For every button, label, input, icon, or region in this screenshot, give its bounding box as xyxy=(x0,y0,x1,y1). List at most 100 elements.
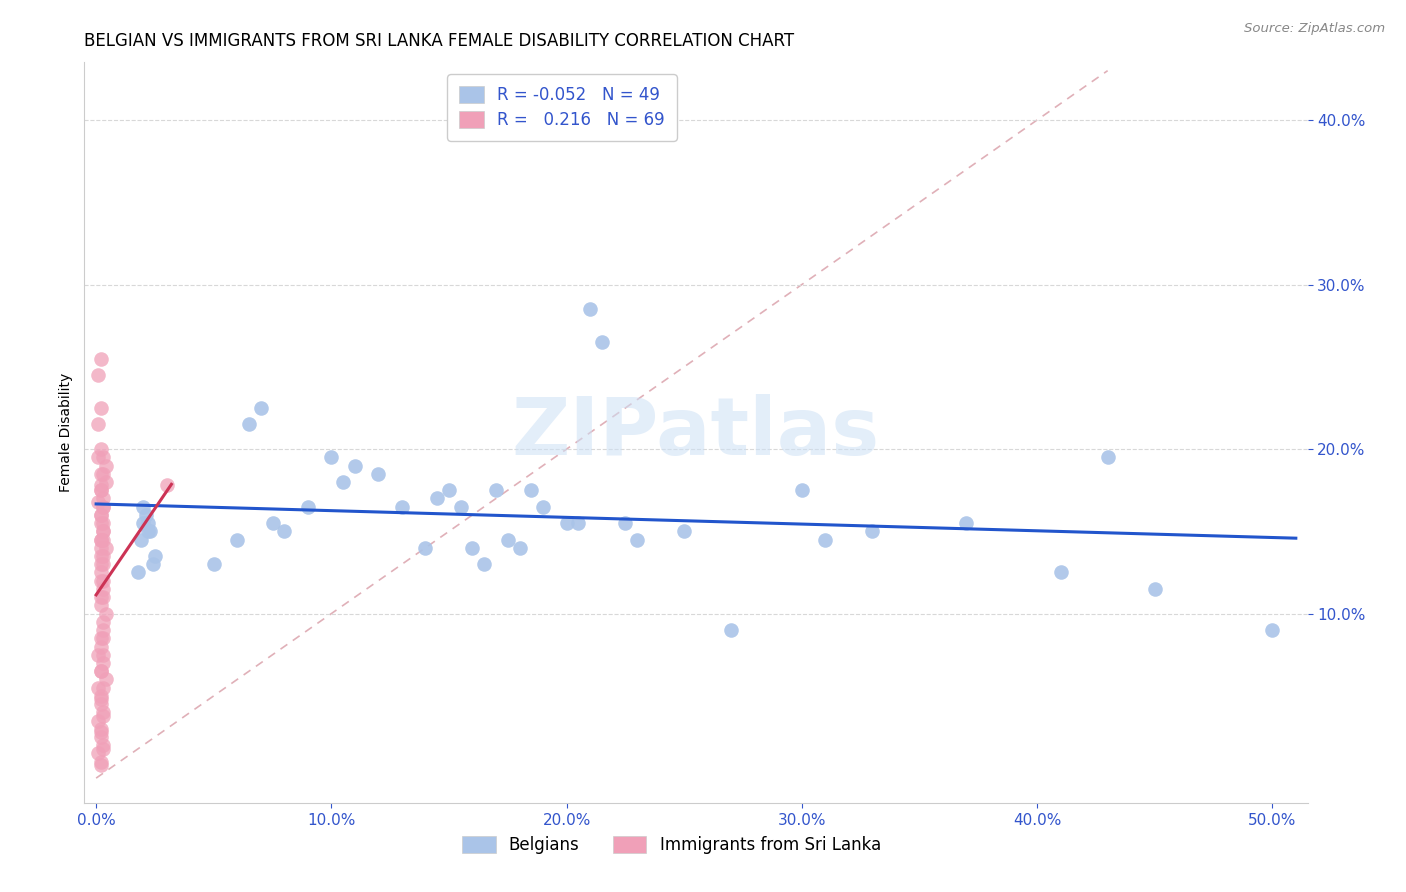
Point xyxy=(94,607,117,621)
Point xyxy=(720,623,742,637)
Point xyxy=(90,558,112,572)
Point xyxy=(87,368,110,382)
Point xyxy=(415,541,437,555)
Point xyxy=(94,458,117,473)
Point xyxy=(567,516,589,530)
Text: ZIPatlas: ZIPatlas xyxy=(512,393,880,472)
Point xyxy=(1143,582,1166,596)
Point xyxy=(450,500,472,514)
Point xyxy=(94,541,117,555)
Y-axis label: Female Disability: Female Disability xyxy=(59,373,73,492)
Point xyxy=(91,524,114,539)
Point xyxy=(90,692,112,706)
Point xyxy=(90,632,112,646)
Point xyxy=(91,524,114,539)
Point xyxy=(132,516,155,530)
Point xyxy=(91,574,114,588)
Point xyxy=(139,524,162,539)
Point xyxy=(321,450,343,465)
Point xyxy=(91,738,114,752)
Point xyxy=(90,467,112,481)
Point xyxy=(91,623,114,637)
Point xyxy=(90,725,112,739)
Point xyxy=(332,475,354,489)
Point xyxy=(90,549,112,563)
Point xyxy=(90,533,112,547)
Point xyxy=(136,524,159,539)
Point xyxy=(614,516,637,530)
Point xyxy=(132,500,155,514)
Point xyxy=(91,615,114,629)
Point xyxy=(142,558,165,572)
Point xyxy=(226,533,249,547)
Point xyxy=(90,755,112,769)
Point xyxy=(91,491,114,506)
Point xyxy=(90,541,112,555)
Point xyxy=(90,478,112,492)
Point xyxy=(94,475,117,489)
Point xyxy=(135,508,157,522)
Point xyxy=(485,483,508,498)
Point xyxy=(91,648,114,662)
Point xyxy=(343,458,366,473)
Text: Source: ZipAtlas.com: Source: ZipAtlas.com xyxy=(1244,22,1385,36)
Point xyxy=(87,681,110,695)
Point xyxy=(238,417,260,432)
Point xyxy=(90,508,112,522)
Point xyxy=(90,590,112,604)
Point xyxy=(90,508,112,522)
Point xyxy=(1049,566,1071,580)
Point xyxy=(87,714,110,728)
Point xyxy=(136,516,159,530)
Point xyxy=(555,516,578,530)
Point xyxy=(814,533,837,547)
Point xyxy=(90,442,112,456)
Legend: Belgians, Immigrants from Sri Lanka: Belgians, Immigrants from Sri Lanka xyxy=(456,830,887,861)
Point xyxy=(91,706,114,720)
Point xyxy=(90,483,112,498)
Point xyxy=(426,491,449,506)
Point xyxy=(790,483,813,498)
Text: BELGIAN VS IMMIGRANTS FROM SRI LANKA FEMALE DISABILITY CORRELATION CHART: BELGIAN VS IMMIGRANTS FROM SRI LANKA FEM… xyxy=(84,32,794,50)
Point xyxy=(579,302,602,317)
Point xyxy=(87,450,110,465)
Point xyxy=(437,483,460,498)
Point xyxy=(391,500,413,514)
Point xyxy=(626,533,648,547)
Point xyxy=(955,516,977,530)
Point xyxy=(129,533,152,547)
Point xyxy=(531,500,554,514)
Point xyxy=(461,541,484,555)
Point xyxy=(90,516,112,530)
Point xyxy=(87,494,110,508)
Point xyxy=(90,640,112,654)
Point xyxy=(91,656,114,670)
Point xyxy=(87,417,110,432)
Point xyxy=(91,558,114,572)
Point xyxy=(90,566,112,580)
Point xyxy=(673,524,696,539)
Point xyxy=(90,351,112,366)
Point xyxy=(91,500,114,514)
Point xyxy=(202,558,225,572)
Point xyxy=(249,401,271,415)
Point xyxy=(1097,450,1119,465)
Point xyxy=(1261,623,1284,637)
Point xyxy=(91,681,114,695)
Point xyxy=(91,708,114,723)
Point xyxy=(87,648,110,662)
Point xyxy=(90,574,112,588)
Point xyxy=(91,500,114,514)
Point xyxy=(496,533,519,547)
Point xyxy=(91,533,114,547)
Point xyxy=(90,483,112,498)
Point xyxy=(91,516,114,530)
Point xyxy=(91,582,114,596)
Point xyxy=(472,558,495,572)
Point xyxy=(367,467,389,481)
Point xyxy=(90,664,112,678)
Point xyxy=(273,524,295,539)
Point xyxy=(156,478,179,492)
Point xyxy=(91,590,114,604)
Point xyxy=(91,467,114,481)
